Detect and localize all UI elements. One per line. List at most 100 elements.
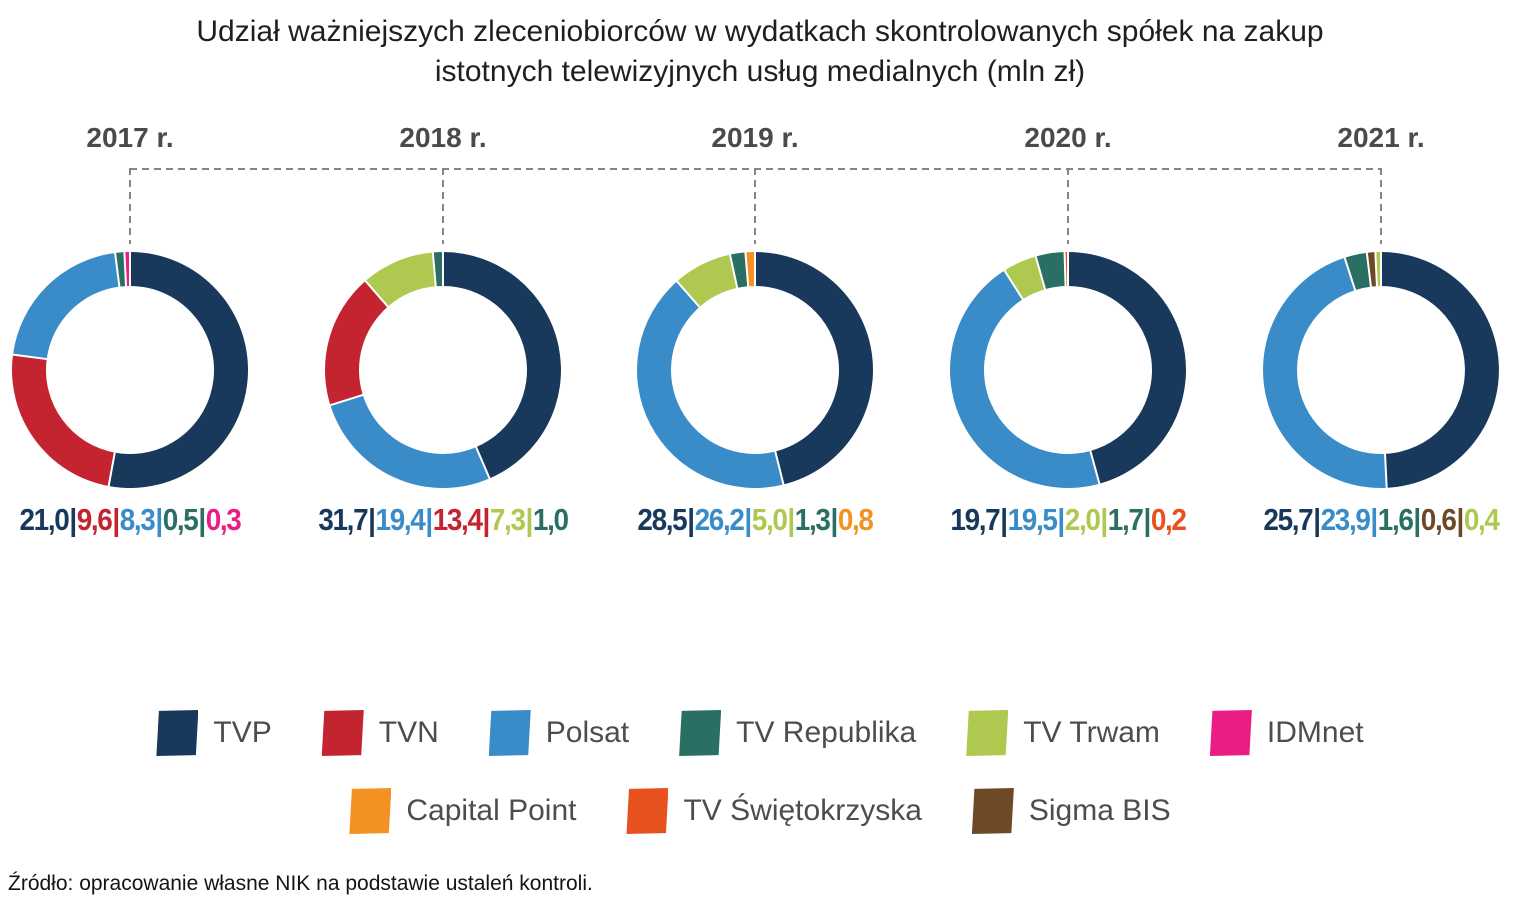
values-row-2017: 21,0|9,6|8,3|0,5|0,3	[19, 502, 242, 538]
donut-segment-2021-TVP	[1381, 252, 1499, 488]
legend-item-IDMnet: IDMnet	[1209, 710, 1364, 756]
legend-swatch-icon	[321, 710, 364, 756]
segment-gap	[474, 445, 491, 480]
legend-row-2: Capital Point TV Świętokrzyska Sigma BIS	[0, 788, 1520, 834]
value-2018-TV Trwam: 7,3	[489, 502, 526, 537]
donut-chart-2019	[637, 251, 873, 488]
segment-gap	[1343, 256, 1357, 292]
segment-gap	[1063, 251, 1067, 288]
value-separator: |	[112, 502, 120, 537]
segment-gap	[728, 253, 739, 290]
values-row-2019: 28,5|26,2|5,0|1,3|0,8	[637, 502, 873, 538]
value-separator: |	[1370, 502, 1378, 537]
donut-segment-2019-Polsat	[637, 281, 784, 488]
donut-segment-2021-TV Republika	[1344, 252, 1371, 291]
legend-item-Polsat: Polsat	[488, 710, 630, 756]
chart-title-line1: Udział ważniejszych zleceniobiorców w wy…	[196, 15, 1324, 48]
value-2021-Polsat: 23,9	[1320, 502, 1371, 537]
connector-vertical-line-2017	[129, 168, 131, 244]
legend-swatch-icon	[488, 710, 531, 756]
donut-segment-2019-TV Trwam	[677, 254, 738, 307]
year-label-2020: 2020 r.	[1024, 122, 1112, 153]
legend-swatch-icon	[349, 788, 392, 834]
segment-gap	[1365, 251, 1373, 288]
donut-chart-2020	[950, 251, 1186, 488]
legend-item-TVN: TVN	[321, 710, 439, 756]
connector-vertical-line-2019	[754, 168, 756, 244]
value-separator: |	[69, 502, 77, 537]
value-2021-Sigma BIS: 0,6	[1420, 502, 1457, 537]
value-2019-TVP: 28,5	[637, 502, 687, 537]
segment-gap	[1003, 269, 1025, 301]
value-separator: |	[525, 502, 534, 537]
segment-gap	[329, 393, 365, 407]
value-separator: |	[1000, 502, 1008, 537]
value-separator: |	[368, 502, 376, 537]
value-separator: |	[1143, 502, 1151, 537]
values-row-2020: 19,7|19,5|2,0|1,7|0,2	[950, 502, 1187, 538]
segment-gap	[1374, 251, 1379, 288]
segment-gap	[744, 251, 750, 288]
value-separator: |	[155, 502, 163, 537]
segment-gap	[11, 353, 48, 361]
chart-title: Udział ważniejszych zleceniobiorców w wy…	[0, 12, 1520, 91]
donut-segment-2018-TV Trwam	[365, 252, 436, 307]
legend-label: TVN	[378, 716, 439, 749]
donut-segment-2017-TV Republika	[115, 252, 127, 287]
value-separator: |	[787, 502, 795, 537]
value-2018-TV Republika: 1,0	[532, 502, 569, 537]
legend-label: Sigma BIS	[1028, 794, 1171, 827]
segment-gap	[774, 450, 785, 486]
value-2020-TV Świętokrzyska: 0,2	[1150, 502, 1187, 537]
donut-chart-2017	[11, 251, 249, 489]
donut-segment-2020-TV Trwam	[1004, 256, 1046, 300]
legend-swatch-icon	[1209, 710, 1252, 756]
segment-gap	[107, 451, 116, 488]
value-separator: |	[1100, 502, 1108, 537]
legend-swatch-icon	[156, 710, 199, 756]
value-2017-IDMnet: 0,3	[205, 502, 242, 537]
value-2021-TV Republika: 1,6	[1377, 502, 1414, 537]
segment-gap	[1089, 449, 1101, 485]
chart-area: 2017 r. 21,0|9,6|8,3|0,5|0,3 2018 r. 31,…	[11, 122, 1500, 538]
legend-swatch-icon	[966, 710, 1009, 756]
value-separator: |	[198, 502, 206, 537]
value-2018-Polsat: 19,4	[375, 502, 426, 537]
legend-label: TV Republika	[736, 716, 917, 749]
legend-item-Sigma BIS: Sigma BIS	[971, 788, 1171, 834]
value-separator: |	[1456, 502, 1464, 537]
connector-vertical-line-2020	[1067, 168, 1069, 244]
value-2018-TVN: 13,4	[432, 502, 483, 537]
legend-item-TV Trwam: TV Trwam	[966, 710, 1160, 756]
value-separator: |	[1057, 502, 1065, 537]
segment-gap	[113, 251, 121, 288]
donut-segment-2019-TV Republika	[730, 252, 749, 288]
legend-label: TV Świętokrzyska	[683, 794, 922, 827]
value-2019-TV Trwam: 5,0	[751, 502, 788, 537]
value-2017-TVP: 21,0	[19, 502, 70, 537]
donut-segment-2017-TVN	[11, 354, 115, 487]
segment-gap	[364, 279, 390, 309]
donut-segment-2020-Polsat	[950, 270, 1100, 488]
donut-segment-2020-TVP	[1068, 252, 1186, 484]
legend-item-Capital Point: Capital Point	[349, 788, 576, 834]
value-2020-TV Republika: 1,7	[1107, 502, 1144, 537]
donut-chart-2021	[1263, 251, 1499, 489]
connector-vertical-line-2021	[1380, 168, 1382, 244]
value-2020-Polsat: 19,5	[1007, 502, 1058, 537]
value-2021-TV Trwam: 0,4	[1463, 502, 1500, 537]
value-separator: |	[1413, 502, 1421, 537]
donut-segment-2021-Polsat	[1263, 257, 1387, 488]
segment-gap	[675, 280, 701, 309]
segment-gap	[431, 251, 437, 288]
value-2017-Polsat: 8,3	[119, 502, 156, 537]
value-separator: |	[744, 502, 752, 537]
year-label-2018: 2018 r.	[399, 122, 487, 153]
value-2019-TV Republika: 1,3	[794, 502, 831, 537]
year-label-2017: 2017 r.	[86, 122, 174, 153]
value-separator: |	[1313, 502, 1321, 537]
legend-label: Polsat	[545, 716, 630, 749]
year-label-2019: 2019 r.	[711, 122, 799, 153]
value-2018-TVP: 31,7	[318, 502, 368, 537]
